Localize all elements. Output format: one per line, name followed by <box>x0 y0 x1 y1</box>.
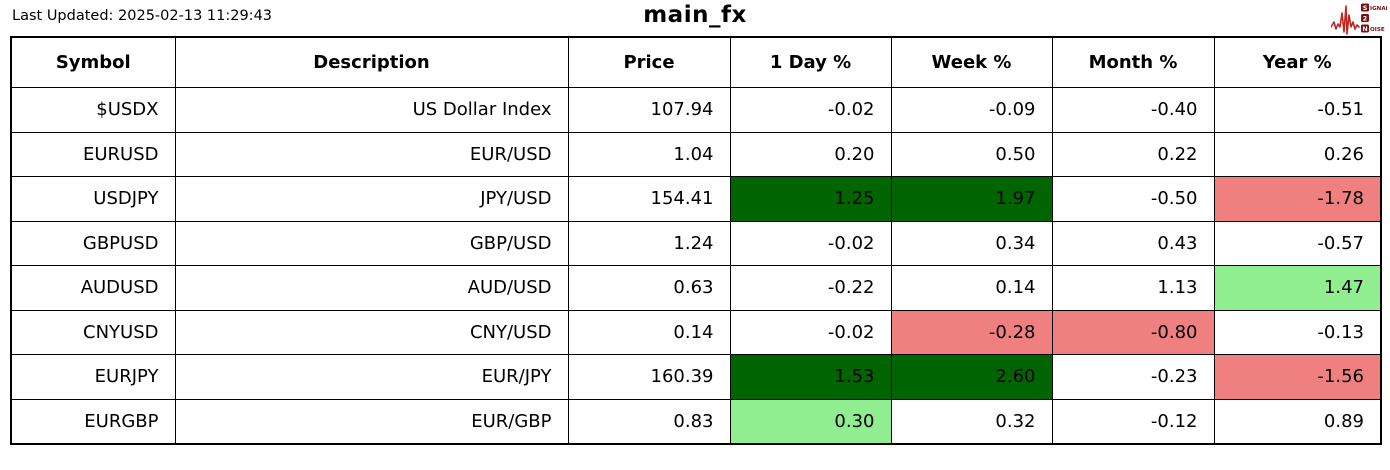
price-cell: 154.41 <box>567 176 731 222</box>
column-header-year: Year % <box>1213 36 1382 88</box>
symbol-cell: $USDX <box>10 87 176 133</box>
year-pct-cell: -0.51 <box>1213 87 1382 133</box>
price-cell: 107.94 <box>567 87 731 133</box>
week-pct-cell: 0.34 <box>890 220 1053 266</box>
description-cell: EUR/GBP <box>174 398 569 445</box>
month-pct-cell: -0.23 <box>1051 354 1215 400</box>
table-row-usdjpy: USDJPY JPY/USD 154.41 1.25 1.97 -0.50 -1.78 <box>10 176 1382 222</box>
day-pct-cell: 0.20 <box>729 131 892 177</box>
year-pct-cell: 0.26 <box>1213 131 1382 177</box>
month-pct-cell: -0.40 <box>1051 87 1215 133</box>
table-row-gbpusd: GBPUSD GBP/USD 1.24 -0.02 0.34 0.43 -0.57 <box>10 220 1382 266</box>
price-cell: 0.14 <box>567 309 731 355</box>
price-cell: 0.63 <box>567 265 731 311</box>
day-pct-cell: 1.25 <box>729 176 892 222</box>
symbol-cell: CNYUSD <box>10 309 176 355</box>
day-pct-cell: -0.02 <box>729 87 892 133</box>
month-pct-cell: 1.13 <box>1051 265 1215 311</box>
day-pct-cell: 1.53 <box>729 354 892 400</box>
table-row-cnyusd: CNYUSD CNY/USD 0.14 -0.02 -0.28 -0.80 -0.13 <box>10 309 1382 355</box>
week-pct-cell: -0.09 <box>890 87 1053 133</box>
table-row-eurgbp: EURGBP EUR/GBP 0.83 0.30 0.32 -0.12 0.89 <box>10 398 1382 445</box>
description-cell: GBP/USD <box>174 220 569 266</box>
day-pct-cell: -0.02 <box>729 220 892 266</box>
week-pct-cell: -0.28 <box>890 309 1053 355</box>
column-header-week: Week % <box>890 36 1053 88</box>
svg-text:IGNAL: IGNAL <box>1370 6 1387 12</box>
symbol-cell: AUDUSD <box>10 265 176 311</box>
price-cell: 1.24 <box>567 220 731 266</box>
month-pct-cell: -0.12 <box>1051 398 1215 445</box>
symbol-cell: EURGBP <box>10 398 176 445</box>
description-cell: EUR/JPY <box>174 354 569 400</box>
price-cell: 0.83 <box>567 398 731 445</box>
year-pct-cell: 0.89 <box>1213 398 1382 445</box>
year-pct-cell: -0.13 <box>1213 309 1382 355</box>
table-row-eurusd: EURUSD EUR/USD 1.04 0.20 0.50 0.22 0.26 <box>10 131 1382 177</box>
description-cell: EUR/USD <box>174 131 569 177</box>
fx-table: Symbol Description Price 1 Day % Week % Month… <box>10 36 1382 445</box>
column-header-month: Month % <box>1051 36 1215 88</box>
svg-text:S: S <box>1363 4 1368 12</box>
description-cell: US Dollar Index <box>174 87 569 133</box>
month-pct-cell: 0.22 <box>1051 131 1215 177</box>
year-pct-cell: -1.56 <box>1213 354 1382 400</box>
column-header-1-day: 1 Day % <box>729 36 892 88</box>
month-pct-cell: -0.50 <box>1051 176 1215 222</box>
month-pct-cell: -0.80 <box>1051 309 1215 355</box>
week-pct-cell: 0.50 <box>890 131 1053 177</box>
table-row-audusd: AUDUSD AUD/USD 0.63 -0.22 0.14 1.13 1.47 <box>10 265 1382 311</box>
description-cell: JPY/USD <box>174 176 569 222</box>
column-header-price: Price <box>567 36 731 88</box>
year-pct-cell: 1.47 <box>1213 265 1382 311</box>
price-cell: 160.39 <box>567 354 731 400</box>
table-header-row: Symbol Description Price 1 Day % Week % Month… <box>10 36 1382 88</box>
svg-text:OISE: OISE <box>1370 27 1385 33</box>
column-header-symbol: Symbol <box>10 36 176 88</box>
description-cell: AUD/USD <box>174 265 569 311</box>
symbol-cell: EURUSD <box>10 131 176 177</box>
last-updated-text: Last Updated: 2025-02-13 11:29:43 <box>12 8 273 24</box>
symbol-cell: USDJPY <box>10 176 176 222</box>
symbol-cell: GBPUSD <box>10 220 176 266</box>
month-pct-cell: 0.43 <box>1051 220 1215 266</box>
day-pct-cell: 0.30 <box>729 398 892 445</box>
symbol-cell: EURJPY <box>10 354 176 400</box>
week-pct-cell: 1.97 <box>890 176 1053 222</box>
description-cell: CNY/USD <box>174 309 569 355</box>
day-pct-cell: -0.02 <box>729 309 892 355</box>
week-pct-cell: 0.14 <box>890 265 1053 311</box>
svg-text:N: N <box>1362 25 1367 33</box>
week-pct-cell: 2.60 <box>890 354 1053 400</box>
price-cell: 1.04 <box>567 131 731 177</box>
year-pct-cell: -0.57 <box>1213 220 1382 266</box>
table-row-eurjpy: EURJPY EUR/JPY 160.39 1.53 2.60 -0.23 -1.56 <box>10 354 1382 400</box>
week-pct-cell: 0.32 <box>890 398 1053 445</box>
page-title: main_fx <box>643 2 747 28</box>
day-pct-cell: -0.22 <box>729 265 892 311</box>
table-row-usdx: $USDX US Dollar Index 107.94 -0.02 -0.09 -0.4… <box>10 87 1382 133</box>
svg-text:2: 2 <box>1363 15 1367 23</box>
year-pct-cell: -1.78 <box>1213 176 1382 222</box>
column-header-description: Description <box>174 36 569 88</box>
